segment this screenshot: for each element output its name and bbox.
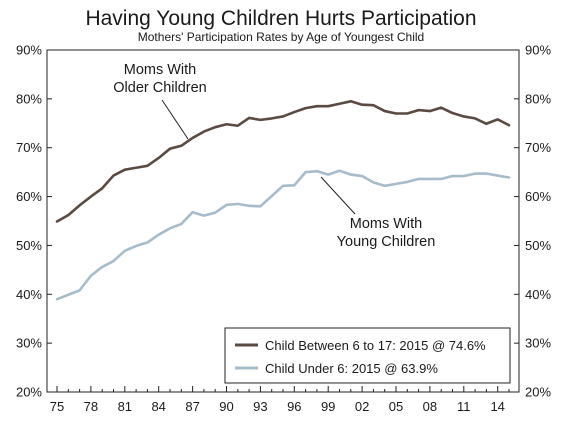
y-right-tick-label-90: 90%	[525, 43, 551, 58]
y-left-tick-label-90: 90%	[16, 43, 42, 58]
y-left-tick-label-50: 50%	[16, 238, 42, 253]
x-tick-label-75: 75	[50, 399, 64, 414]
annotation-older-leader	[161, 99, 189, 140]
legend-label-young: Child Under 6: 2015 @ 63.9%	[265, 361, 438, 376]
x-tick-label-87: 87	[185, 399, 199, 414]
y-left-tick-label-30: 30%	[16, 336, 42, 351]
y-axis-right: 20% 30% 40% 50% 60% 70% 80% 90%	[514, 43, 551, 400]
annotation-older-line2: Older Children	[113, 80, 207, 96]
x-tick-label-11: 11	[457, 399, 471, 414]
series-line-older-children	[55, 100, 511, 223]
y-left-tick-label-60: 60%	[16, 189, 42, 204]
x-tick-label-93: 93	[253, 399, 267, 414]
chart-subtitle: Mothers' Participation Rates by Age of Y…	[138, 30, 424, 44]
y-right-tick-label-40: 40%	[525, 287, 551, 302]
y-left-tick-label-40: 40%	[16, 287, 42, 302]
y-right-tick-label-70: 70%	[525, 140, 551, 155]
legend-box	[224, 327, 511, 384]
annotation-young-leader	[320, 176, 356, 215]
y-right-tick-label-30: 30%	[525, 336, 551, 351]
x-axis: 75 78 81 84 87 90 93 96 99 02 05 08 11 14	[50, 386, 510, 414]
y-left-tick-label-70: 70%	[16, 140, 42, 155]
legend: Child Between 6 to 17: 2015 @ 74.6% Chil…	[224, 327, 511, 384]
y-right-tick-label-80: 80%	[525, 91, 551, 106]
x-tick-label-02: 02	[355, 399, 369, 414]
legend-label-older: Child Between 6 to 17: 2015 @ 74.6%	[265, 338, 486, 353]
y-right-tick-label-50: 50%	[525, 238, 551, 253]
y-left-tick-label-80: 80%	[16, 91, 42, 106]
x-tick-label-05: 05	[389, 399, 403, 414]
y-left-tick-label-20: 20%	[16, 385, 42, 400]
x-tick-label-81: 81	[118, 399, 132, 414]
series-line-young-children	[55, 169, 511, 301]
series-lines	[55, 100, 511, 301]
annotation-older-line1: Moms With	[124, 62, 197, 78]
x-tick-label-84: 84	[151, 399, 165, 414]
annotation-young-line2: Young Children	[337, 234, 436, 250]
y-right-tick-label-20: 20%	[525, 385, 551, 400]
x-tick-label-99: 99	[321, 399, 335, 414]
y-right-tick-label-60: 60%	[525, 189, 551, 204]
chart-title: Having Young Children Hurts Participatio…	[85, 7, 476, 30]
x-tick-label-08: 08	[423, 399, 437, 414]
x-tick-label-96: 96	[287, 399, 301, 414]
y-axis-left: 20% 30% 40% 50% 60% 70% 80% 90%	[16, 43, 52, 400]
annotation-young-line1: Moms With	[350, 216, 423, 232]
x-tick-label-78: 78	[84, 399, 98, 414]
x-tick-label-90: 90	[219, 399, 233, 414]
x-tick-label-14: 14	[490, 399, 504, 414]
